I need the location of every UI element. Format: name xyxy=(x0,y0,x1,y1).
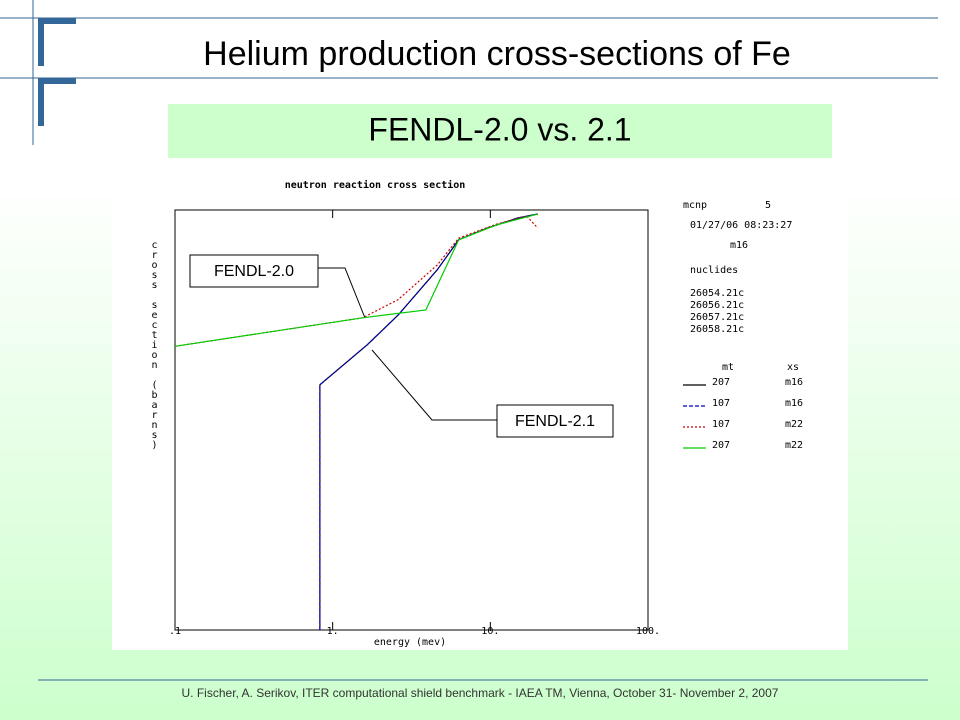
legend-header-mt: mt xyxy=(722,362,734,373)
legend-header-xs: xs xyxy=(787,362,799,373)
x-tick-label: 1. xyxy=(327,626,339,637)
nuclide: 26054.21c xyxy=(690,288,744,299)
nuclide: 26056.21c xyxy=(690,300,744,311)
series-line xyxy=(319,213,538,630)
legend-xs: m16 xyxy=(785,398,803,409)
corner-decoration xyxy=(0,0,938,145)
plot-image xyxy=(112,175,848,650)
legend-xs: m22 xyxy=(785,440,803,451)
nuclide: 26057.21c xyxy=(690,312,744,323)
legend-xs: m16 xyxy=(785,377,803,388)
y-axis-label: cross section (barns) xyxy=(149,240,160,450)
banner-text: FENDL-2.0 vs. 2.1 xyxy=(368,111,631,147)
legend-mt: 107 xyxy=(712,398,730,409)
callout-label: FENDL-2.0 xyxy=(214,263,294,280)
series-line xyxy=(174,215,539,347)
x-tick-label: 100. xyxy=(636,626,660,637)
x-tick-label: 10. xyxy=(481,626,499,637)
code-name: mcnp xyxy=(683,200,707,211)
x-tick-label: .1 xyxy=(169,626,181,637)
legend-mt: 107 xyxy=(712,419,730,430)
legend-mt: 207 xyxy=(712,440,730,451)
x-axis-label: energy (mev) xyxy=(374,637,446,648)
footer: U. Fischer, A. Serikov, ITER computation… xyxy=(182,686,779,700)
material: m16 xyxy=(730,240,748,251)
plot-frame xyxy=(174,209,649,631)
nuclides-header: nuclides xyxy=(690,265,738,276)
info-panel: mcnp 5 01/27/06 08:23:27 m16 nuclides mt… xyxy=(683,200,799,373)
slide-title: Helium production cross-sections of Fe xyxy=(203,35,791,73)
code-version: 5 xyxy=(765,200,771,211)
callout-2-1: FENDL-2.1 xyxy=(371,349,614,438)
legend-xs: m22 xyxy=(785,419,803,430)
series-line xyxy=(174,213,538,347)
callout-2-0: FENDL-2.0 xyxy=(189,254,366,319)
callout-label: FENDL-2.1 xyxy=(515,413,595,430)
timestamp: 01/27/06 08:23:27 xyxy=(690,220,792,231)
chart-title: neutron reaction cross section xyxy=(285,179,466,191)
legend-mt: 207 xyxy=(712,377,730,388)
nuclide: 26058.21c xyxy=(690,324,744,335)
banner xyxy=(168,104,832,158)
